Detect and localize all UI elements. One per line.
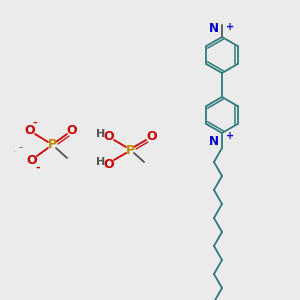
Text: O: O: [104, 158, 114, 170]
Text: H: H: [96, 157, 106, 167]
Text: O: O: [67, 124, 77, 137]
Text: H: H: [96, 129, 106, 139]
Text: O: O: [27, 154, 37, 167]
Text: O: O: [147, 130, 157, 142]
Text: -: -: [36, 163, 40, 173]
Text: N: N: [209, 135, 219, 148]
Text: P: P: [47, 139, 57, 152]
Text: +: +: [226, 22, 234, 32]
Text: -: -: [33, 118, 37, 128]
Text: N: N: [209, 22, 219, 35]
Text: O: O: [25, 124, 35, 137]
Text: P: P: [125, 143, 135, 157]
Text: -: -: [18, 142, 22, 152]
Text: +: +: [226, 131, 234, 141]
Text: O: O: [104, 130, 114, 142]
